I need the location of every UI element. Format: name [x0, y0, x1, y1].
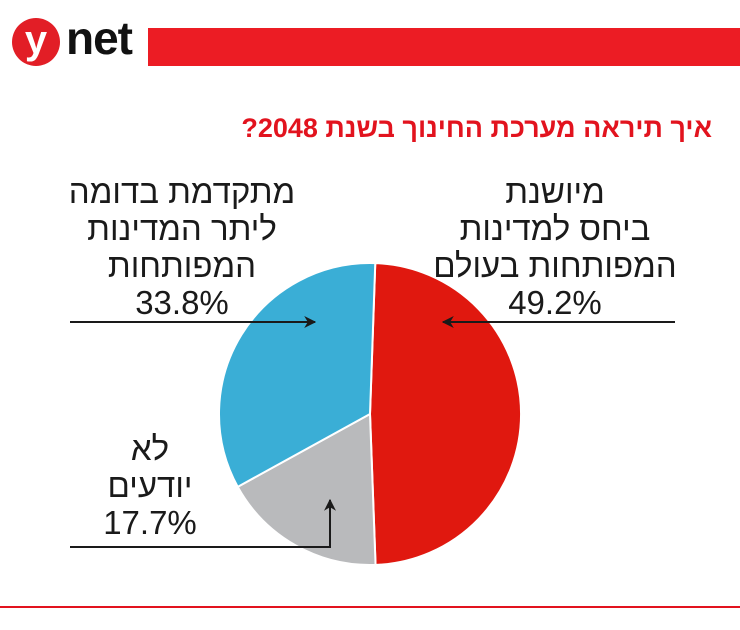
- slice-label-line: מתקדמת בדומה: [68, 173, 296, 210]
- header-accent-bar: [148, 28, 740, 66]
- ynet-logo-text[interactable]: net: [66, 12, 133, 64]
- chart-title: איך תיראה מערכת החינוך בשנת 2048?: [241, 113, 712, 143]
- slice-label-line: לא: [130, 430, 170, 467]
- slice-label-line: ליתר המדינות: [87, 210, 277, 247]
- slice-label-line: ביחס למדינות: [459, 210, 651, 247]
- pie-slice-outdated: [368, 262, 523, 566]
- footer-divider: [0, 606, 740, 608]
- pie-slice-dont-know: [236, 412, 377, 566]
- leader-arrow-dont-know: [70, 498, 336, 548]
- slice-value-label: 17.7%: [103, 504, 197, 541]
- slice-label-line: המפותחות: [107, 247, 257, 284]
- slice-value-label: 49.2%: [508, 284, 602, 321]
- slice-label-line: יודעים: [107, 467, 193, 504]
- slice-label-outdated: מיושנת ביחס למדינות המפותחות בעולם 49.2%: [420, 173, 690, 321]
- slice-label-line: מיושנת: [505, 173, 605, 210]
- slice-label-dont-know: לא יודעים 17.7%: [90, 430, 210, 541]
- pie-slices: [218, 262, 523, 566]
- header: y net: [0, 0, 740, 75]
- ynet-logo-icon[interactable]: y: [12, 18, 60, 66]
- pie-slice-advanced: [218, 262, 377, 489]
- slice-label-line: המפותחות בעולם: [433, 247, 677, 284]
- slice-label-advanced: מתקדמת בדומה ליתר המדינות המפותחות 33.8%: [52, 173, 312, 321]
- slice-value-label: 33.8%: [135, 284, 229, 321]
